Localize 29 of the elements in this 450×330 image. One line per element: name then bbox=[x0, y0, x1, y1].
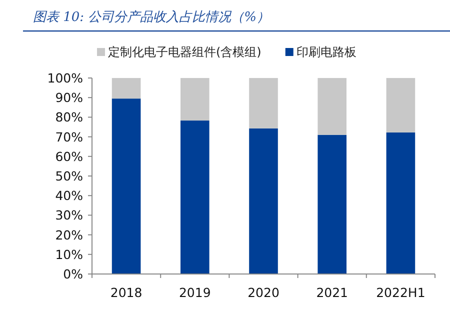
x-tick-label: 2022H1 bbox=[376, 285, 426, 300]
y-tick-label: 10% bbox=[55, 246, 84, 262]
y-tick-label: 30% bbox=[55, 208, 84, 223]
y-tick-label: 70% bbox=[55, 129, 84, 144]
bar bbox=[386, 78, 416, 132]
x-tick-label: 2019 bbox=[178, 285, 211, 300]
y-tick-label: 0% bbox=[63, 266, 84, 282]
bar bbox=[318, 78, 347, 135]
x-tick-label: 2020 bbox=[248, 285, 280, 300]
y-tick-label: 80% bbox=[55, 110, 84, 125]
bar bbox=[249, 128, 278, 274]
y-tick-label: 90% bbox=[55, 90, 84, 106]
chart-title: 图表 10: 公司分产品收入占比情况（%） bbox=[33, 10, 270, 25]
bar bbox=[180, 120, 210, 274]
x-tick-label: 2018 bbox=[110, 285, 142, 300]
bar bbox=[318, 134, 347, 274]
y-tick-label: 60% bbox=[55, 148, 84, 164]
bar bbox=[180, 78, 210, 121]
y-tick-label: 50% bbox=[55, 168, 84, 184]
legend-label: 定制化电子电器组件(含模组) bbox=[108, 45, 262, 59]
bar bbox=[249, 78, 278, 128]
x-tick-label: 2021 bbox=[316, 285, 348, 300]
legend-label: 印刷电路板 bbox=[296, 45, 356, 59]
y-tick-label: 100% bbox=[47, 70, 84, 86]
y-tick-label: 40% bbox=[55, 188, 84, 204]
y-tick-label: 20% bbox=[55, 227, 84, 242]
bar bbox=[112, 98, 141, 274]
bar bbox=[112, 78, 141, 99]
bar bbox=[386, 132, 416, 274]
